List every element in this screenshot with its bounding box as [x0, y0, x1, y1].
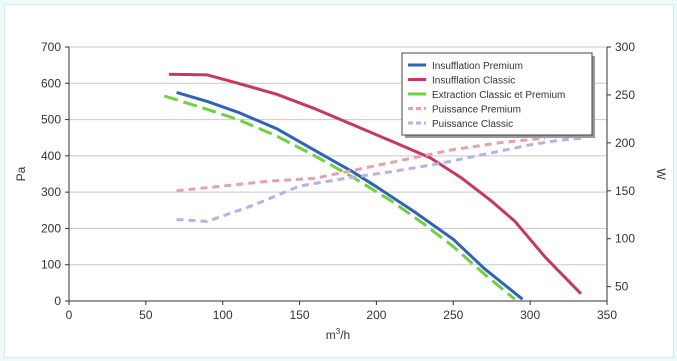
y-right-tick-label: 250	[615, 88, 635, 102]
legend-label: Insufflation Classic	[432, 76, 515, 87]
chart-svg: 0 50 100 150 200 250 300 350 0 100 200 300 400 500 600…	[14, 40, 668, 342]
y-left-tick-label: 100	[41, 258, 61, 272]
series-line-5	[176, 136, 585, 223]
x-tick-label: 50	[139, 308, 153, 322]
chart-frame: 0 50 100 150 200 250 300 350 0 100 200 300 400 500 600…	[4, 4, 674, 358]
y-right-tick-label: 300	[615, 40, 635, 54]
x-tick-label: 200	[366, 308, 386, 322]
y-axis-left-title: Pa	[14, 166, 28, 181]
series-line-4	[176, 136, 546, 193]
y-right-tick-label: 150	[615, 184, 635, 198]
x-tick-label: 0	[66, 308, 73, 322]
series-line-1	[176, 90, 524, 301]
x-tick-label: 300	[520, 308, 540, 322]
y-left-tick-label: 0	[54, 294, 61, 308]
y-left-tick-label: 200	[41, 221, 61, 235]
legend-label: Insufflation Premium	[432, 61, 523, 72]
x-tick-label: 350	[597, 308, 617, 322]
legend-label: Puissance Classic	[432, 119, 513, 130]
x-axis-title: m3/h	[326, 327, 350, 342]
x-tick-label: 100	[213, 308, 233, 322]
legend-label: Extraction Classic et Premium	[432, 90, 565, 101]
legend-box	[401, 52, 593, 136]
y-left-tick-label: 500	[41, 113, 61, 127]
legend-label: Puissance Premium	[432, 105, 521, 116]
y-left-tick-label: 300	[41, 185, 61, 199]
y-right-tick-label: 200	[615, 136, 635, 150]
y-left-tick-label: 700	[41, 40, 61, 54]
x-tick-label: 150	[290, 308, 310, 322]
series-line-2	[168, 72, 582, 295]
y-axis-right-title: W	[654, 168, 668, 180]
y-left-tick-label: 600	[41, 76, 61, 90]
y-right-tick-label: 50	[615, 280, 629, 294]
y-right-tick-label: 100	[615, 232, 635, 246]
x-tick-label: 250	[443, 308, 463, 322]
y-left-tick-label: 400	[41, 149, 61, 163]
